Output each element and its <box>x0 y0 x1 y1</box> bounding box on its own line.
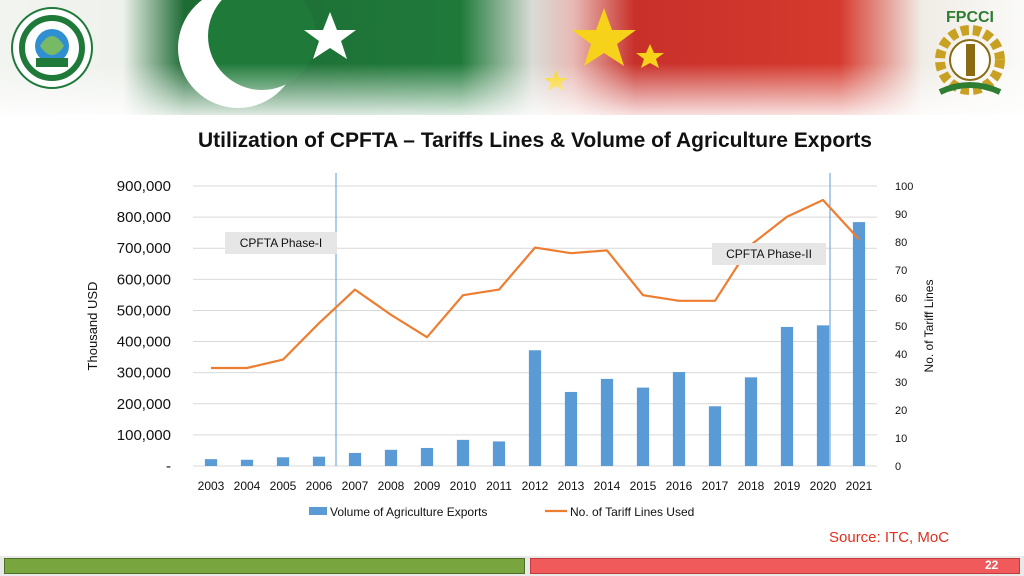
y2-tick-label: 20 <box>895 405 907 417</box>
y2-tick-label: 40 <box>895 349 907 361</box>
line-series <box>210 198 860 370</box>
y2-tick-label: 30 <box>895 377 907 389</box>
x-tick-label: 2020 <box>810 479 837 493</box>
bar <box>780 326 794 466</box>
y-tick-label: 600,000 <box>117 271 171 288</box>
y2-axis-label: No. of Tariff Lines <box>922 280 936 373</box>
y-tick-label: - <box>166 458 171 475</box>
annotation-label: CPFTA Phase-II <box>726 247 812 261</box>
bar <box>636 387 650 466</box>
source-note: Source: ITC, MoC <box>829 529 950 546</box>
tariff-lines-series-line <box>211 198 860 370</box>
bar <box>492 441 506 466</box>
y-tick-label: 400,000 <box>117 334 171 351</box>
legend-label: Volume of Agriculture Exports <box>330 505 487 519</box>
bar <box>600 378 614 466</box>
y2-tick-label: 70 <box>895 265 907 277</box>
x-tick-label: 2009 <box>414 479 441 493</box>
y-tick-label: 300,000 <box>117 365 171 382</box>
y2-tick-label: 80 <box>895 237 907 249</box>
x-tick-label: 2007 <box>342 479 369 493</box>
gridlines <box>193 185 877 467</box>
bar <box>564 391 578 466</box>
bar <box>708 406 722 466</box>
y-tick-label: 700,000 <box>117 240 171 257</box>
y-tick-label: 900,000 <box>117 178 171 195</box>
x-tick-label: 2018 <box>738 479 765 493</box>
annotations: CPFTA Phase-I CPFTA Phase-II <box>225 232 826 265</box>
y-axis-ticks: - 100,000 200,000 300,000 400,000 500,000 600,… <box>117 178 171 475</box>
annotation-box <box>712 243 826 265</box>
annotation-label: CPFTA Phase-I <box>240 236 322 250</box>
footer-bar <box>0 556 1024 576</box>
y2-tick-label: 0 <box>895 461 901 473</box>
x-tick-label: 2012 <box>522 479 549 493</box>
bar <box>528 350 542 466</box>
y2-tick-label: 100 <box>895 181 913 193</box>
bar <box>816 325 830 466</box>
x-tick-label: 2004 <box>234 479 261 493</box>
footer-red-bar <box>530 558 1020 574</box>
fpcci-logo-icon: FPCCI <box>935 9 1005 95</box>
x-tick-label: 2005 <box>270 479 297 493</box>
legend-label: No. of Tariff Lines Used <box>570 505 694 519</box>
bar <box>852 222 866 466</box>
y2-tick-label: 60 <box>895 293 907 305</box>
fpcci-logo-text: FPCCI <box>946 9 994 26</box>
annotation-box <box>225 232 337 254</box>
bar <box>348 452 362 466</box>
x-tick-label: 2017 <box>702 479 729 493</box>
x-tick-label: 2011 <box>486 479 512 493</box>
bar <box>384 449 398 466</box>
y-axis-label: Thousand USD <box>85 282 100 371</box>
y-tick-label: 500,000 <box>117 302 171 319</box>
bar <box>420 447 434 466</box>
x-tick-label: 2008 <box>378 479 405 493</box>
flag-banner <box>0 0 1024 115</box>
chart-title: Utilization of CPFTA – Tariffs Lines & V… <box>198 129 872 152</box>
bars <box>204 222 866 466</box>
x-tick-label: 2016 <box>666 479 693 493</box>
bar <box>456 439 470 466</box>
y-tick-label: 100,000 <box>117 427 171 444</box>
bar <box>204 459 218 466</box>
bar <box>240 459 254 466</box>
x-tick-label: 2010 <box>450 479 477 493</box>
y2-axis-ticks: 0 10 20 30 40 50 60 70 80 90 100 <box>895 181 913 473</box>
x-tick-label: 2014 <box>594 479 621 493</box>
y2-tick-label: 10 <box>895 433 907 445</box>
y-tick-label: 200,000 <box>117 396 171 413</box>
x-tick-label: 2015 <box>630 479 657 493</box>
y2-tick-label: 50 <box>895 321 907 333</box>
phase-lines <box>335 173 831 466</box>
y-tick-label: 800,000 <box>117 209 171 226</box>
x-tick-label: 2013 <box>558 479 585 493</box>
x-tick-label: 2019 <box>774 479 801 493</box>
bar <box>672 372 686 466</box>
bar <box>744 377 758 466</box>
footer-green-bar <box>4 558 525 574</box>
legend: Volume of Agriculture Exports No. of Tari… <box>309 505 694 519</box>
tdap-logo-icon <box>11 7 93 89</box>
x-tick-label: 2021 <box>846 479 873 493</box>
legend-swatch-bar <box>309 507 327 515</box>
x-tick-label: 2003 <box>198 479 225 493</box>
page-number: 22 <box>985 558 999 572</box>
x-tick-label: 2006 <box>306 479 333 493</box>
y2-tick-label: 90 <box>895 209 907 221</box>
bar <box>276 457 290 466</box>
x-axis-ticks: 2003 2004 2005 2006 2007 2008 2009 2010 2011 2012… <box>198 479 873 493</box>
bar <box>312 456 326 466</box>
